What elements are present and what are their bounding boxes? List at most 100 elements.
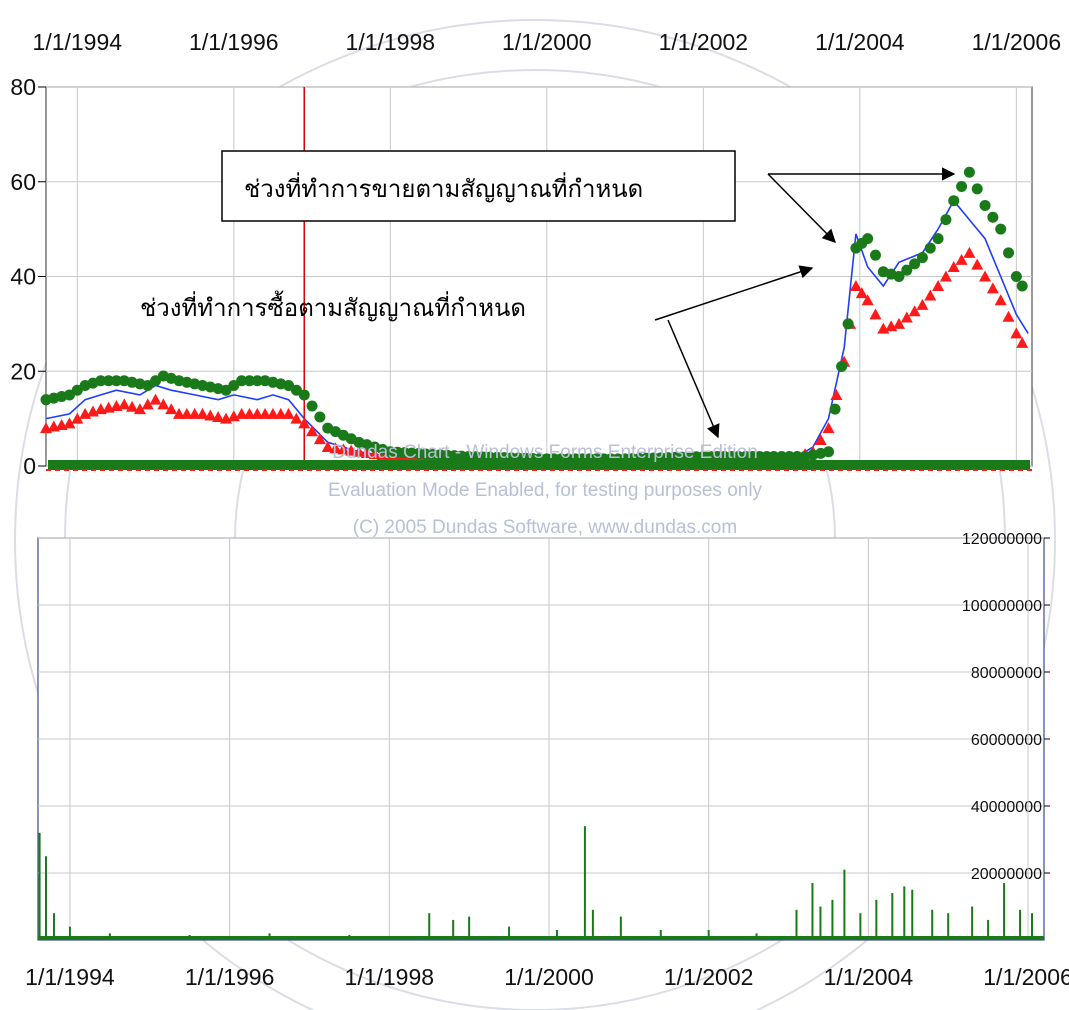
red-marker	[986, 282, 999, 294]
volume-bar	[1031, 913, 1034, 940]
buy-arrow-1	[654, 265, 814, 321]
green-marker	[306, 400, 318, 412]
red-marker	[126, 400, 139, 412]
red-marker	[157, 398, 170, 410]
red-marker	[971, 258, 984, 270]
red-marker	[71, 412, 84, 424]
green-marker	[971, 183, 983, 195]
volume-bar	[811, 883, 814, 940]
green-marker	[95, 375, 107, 387]
red-marker	[947, 261, 960, 273]
red-marker	[165, 403, 178, 415]
volume-bar	[971, 906, 974, 940]
watermark-line-3: (C) 2005 Dundas Software, www.dundas.com	[353, 517, 737, 538]
x-tick-label-bottom: 1/1/1996	[185, 964, 275, 990]
red-marker	[869, 308, 882, 320]
volume-bar	[619, 916, 622, 940]
red-marker	[133, 403, 146, 415]
green-marker	[298, 389, 310, 401]
green-marker	[901, 264, 913, 276]
red-marker	[306, 425, 319, 437]
buy-label: ช่วงที่ทำการซื้อตามสัญญาณที่กำหนด	[140, 290, 526, 322]
red-marker	[1002, 310, 1015, 322]
red-marker	[63, 417, 76, 429]
green-marker	[916, 252, 928, 264]
red-marker	[855, 287, 868, 299]
y-tick-label: 20	[10, 358, 36, 384]
volume-bar	[583, 826, 586, 940]
volume-bar	[428, 913, 431, 940]
green-marker	[948, 195, 960, 207]
volume-bar	[819, 906, 822, 940]
red-marker	[188, 407, 201, 419]
green-marker	[869, 249, 881, 261]
red-marker	[849, 279, 862, 291]
volume-chart: 120000000 100000000 80000000 60000000 400000…	[25, 531, 1069, 990]
red-marker	[243, 407, 256, 419]
volume-bar	[831, 899, 834, 940]
x-tick-label-top: 1/1/1998	[346, 29, 436, 55]
y-tick-label: 60	[10, 169, 36, 195]
volume-bar	[911, 889, 914, 940]
red-marker	[939, 270, 952, 282]
volume-bar	[1003, 883, 1006, 940]
red-marker	[932, 279, 945, 291]
red-marker	[924, 289, 937, 301]
green-marker	[110, 375, 122, 387]
sell-label: ช่วงที่ทำการขายตามสัญญาณที่กำหนด	[244, 172, 643, 203]
red-marker	[259, 407, 272, 419]
green-marker	[940, 214, 952, 226]
volume-bar	[44, 856, 47, 940]
red-marker	[900, 311, 913, 323]
green-marker	[987, 211, 999, 223]
red-marker	[994, 294, 1007, 306]
y-tick-label: 40	[10, 264, 36, 290]
red-marker	[360, 446, 373, 458]
volume-bar	[555, 929, 558, 940]
red-marker	[353, 445, 366, 457]
volume-bar	[875, 899, 878, 940]
green-marker	[829, 403, 841, 415]
green-marker	[243, 375, 255, 387]
green-marker	[979, 199, 991, 211]
dundas-watermark: Dundas Chart - Windows Forms Enterprise …	[328, 442, 763, 538]
x-tick-label-bottom: 1/1/1998	[345, 964, 435, 990]
red-marker	[908, 305, 921, 317]
volume-y-tick-label: 120000000	[962, 531, 1042, 548]
red-marker	[830, 388, 843, 400]
x-tick-label-bottom: 1/1/2004	[824, 964, 914, 990]
x-tick-label-bottom: 1/1/2006	[983, 964, 1069, 990]
volume-y-tick-label: 20000000	[971, 866, 1042, 883]
volume-bar	[508, 926, 511, 940]
green-marker	[776, 451, 788, 463]
volume-baseline	[38, 936, 1044, 940]
volume-bar	[591, 909, 594, 940]
volume-bar	[68, 926, 71, 940]
volume-bar	[38, 832, 41, 940]
red-marker	[141, 398, 154, 410]
volume-y-tick-label: 100000000	[962, 598, 1042, 615]
red-marker	[337, 443, 350, 455]
volume-bar	[52, 913, 55, 940]
volume-bar	[843, 869, 846, 940]
red-marker	[892, 317, 905, 329]
x-tick-label-bottom: 1/1/2000	[504, 964, 594, 990]
price-chart: 0 20 40 60 80 1/1/1994 1/1/1996 1/1/1998 1/1/200…	[10, 29, 1061, 479]
x-tick-label-top: 1/1/2004	[815, 29, 905, 55]
x-tick-label-top: 1/1/2006	[972, 29, 1062, 55]
volume-bar	[468, 916, 471, 940]
green-marker	[956, 180, 968, 192]
red-marker	[321, 441, 334, 453]
red-marker	[1010, 327, 1023, 339]
red-marker	[180, 407, 193, 419]
red-marker	[313, 433, 326, 445]
red-marker	[274, 407, 287, 419]
red-marker	[963, 246, 976, 258]
green-marker	[823, 446, 835, 458]
red-marker	[979, 270, 992, 282]
red-marker	[204, 409, 217, 421]
volume-bar	[707, 929, 710, 940]
volume-bar	[891, 893, 894, 940]
volume-bar	[659, 929, 662, 940]
